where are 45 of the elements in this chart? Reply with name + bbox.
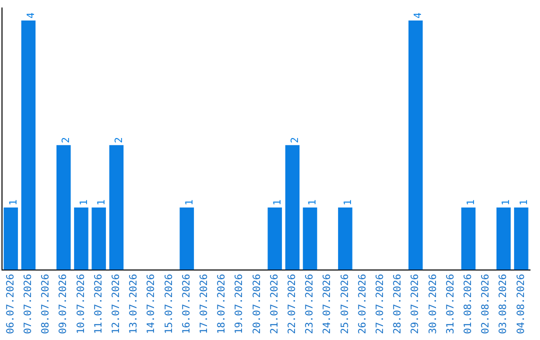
data-label: 1	[78, 199, 90, 206]
data-label: 2	[114, 137, 125, 144]
data-label: 1	[272, 199, 284, 206]
x-tick-label: 15.07.2026	[164, 274, 175, 334]
x-tick-label: 12.07.2026	[110, 274, 122, 334]
x-tick-label: 23.07.2026	[304, 274, 316, 334]
data-label: 1	[518, 199, 530, 206]
x-tick-label: 07.07.2026	[22, 274, 34, 334]
x-tick-label: 03.08.2026	[498, 274, 510, 334]
x-tick-label: 13.07.2026	[128, 274, 140, 334]
data-label: 1	[308, 199, 319, 206]
x-tick-label: 08.07.2026	[40, 274, 52, 334]
x-tick-label: 26.07.2026	[357, 274, 368, 334]
x-tick-label: 14.07.2026	[146, 274, 158, 334]
data-label: 2	[61, 137, 72, 144]
x-tick-label: 31.07.2026	[445, 274, 456, 334]
data-label: 1	[184, 199, 196, 206]
x-tick-label: 06.07.2026	[5, 274, 16, 334]
x-tick-label: 19.07.2026	[234, 274, 246, 334]
data-label: 4	[413, 12, 424, 18]
x-tick-label: 29.07.2026	[410, 274, 422, 334]
x-tick-label: 16.07.2026	[181, 274, 192, 334]
x-tick-label: 25.07.2026	[340, 274, 351, 334]
x-tick-label: 27.07.2026	[374, 274, 386, 334]
x-tick-label: 11.07.2026	[93, 274, 104, 334]
x-tick-label: 21.07.2026	[269, 274, 280, 334]
x-tick-label: 22.07.2026	[286, 274, 298, 334]
x-tick-label: 04.08.2026	[516, 274, 527, 334]
data-label: 1	[342, 199, 354, 206]
x-tick-label: 30.07.2026	[428, 274, 439, 334]
x-tick-label: 17.07.2026	[198, 274, 210, 334]
data-label: 1	[501, 199, 512, 206]
x-tick-label: 10.07.2026	[76, 274, 87, 334]
x-tick-label: 09.07.2026	[58, 274, 70, 334]
x-tick-label: 01.08.2026	[462, 274, 474, 334]
data-label: 2	[290, 137, 301, 144]
data-label: 1	[466, 199, 477, 206]
x-tick-label: 20.07.2026	[252, 274, 263, 334]
x-tick-label: 24.07.2026	[322, 274, 334, 334]
data-label: 1	[96, 199, 108, 206]
data-label: 1	[8, 199, 20, 206]
x-tick-label: 02.08.2026	[480, 274, 492, 334]
x-tick-label: 28.07.2026	[392, 274, 404, 334]
x-tick-label: 18.07.2026	[216, 274, 228, 334]
data-label: 4	[26, 12, 37, 18]
